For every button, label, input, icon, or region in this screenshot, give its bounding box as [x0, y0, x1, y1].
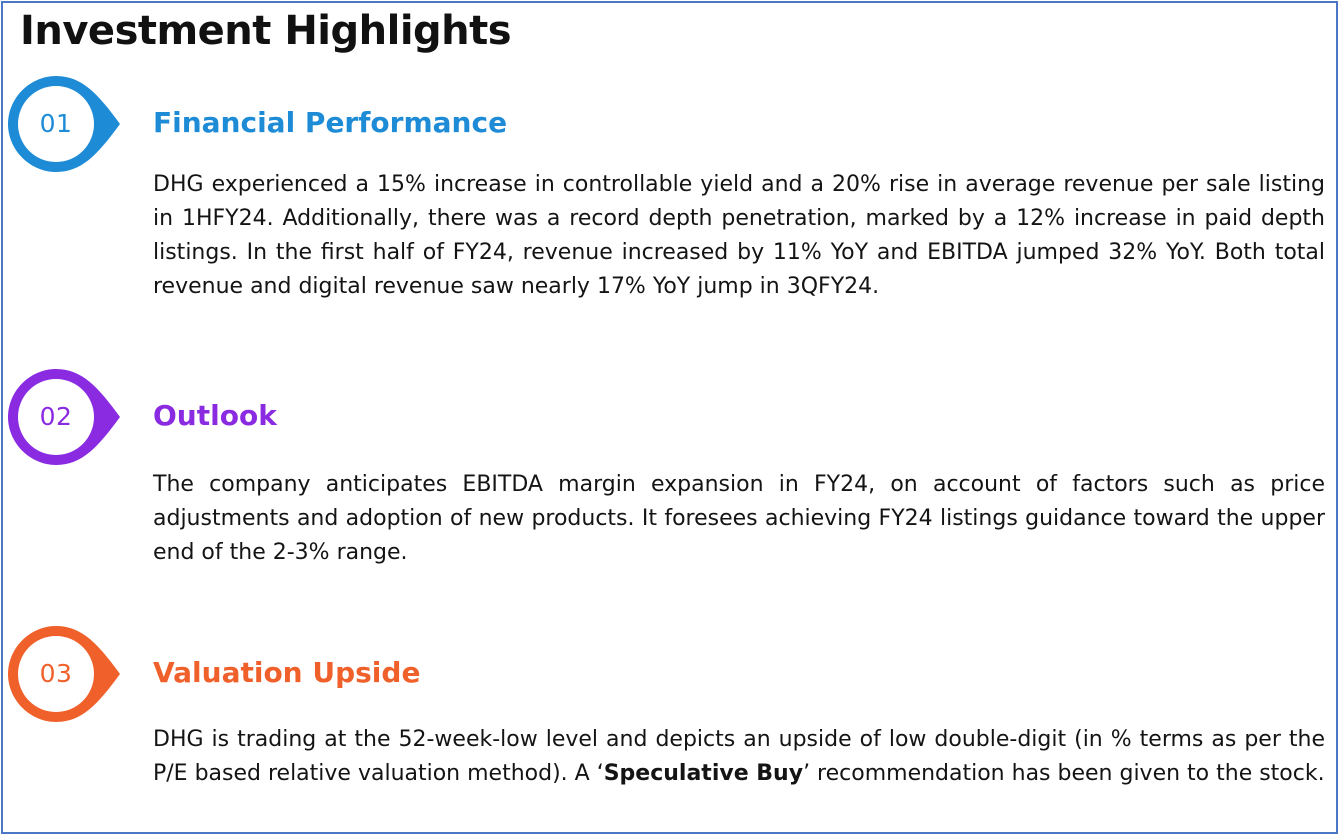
- rating-text: Speculative Buy: [603, 761, 804, 786]
- number-badge: 03: [6, 624, 130, 724]
- number-badge: 02: [6, 367, 130, 467]
- badge-number: 02: [39, 402, 73, 431]
- section-body: DHG experienced a 15% increase in contro…: [153, 172, 1325, 299]
- body-text: ’ recommendation has been given to the s…: [803, 761, 1325, 786]
- section-title: Valuation Upside: [153, 656, 421, 689]
- section-title: Financial Performance: [153, 106, 508, 139]
- badge-number: 03: [39, 659, 73, 688]
- section-title: Outlook: [153, 399, 277, 432]
- badge-pin-icon: [8, 626, 120, 722]
- badge-pin-icon: [8, 369, 120, 465]
- badge-pin-icon: [8, 76, 120, 172]
- number-badge: 01: [6, 74, 130, 174]
- body-text: DHG is trading at the 52-week-low level …: [153, 727, 1325, 786]
- badge-number: 01: [39, 109, 73, 138]
- page-title: Investment Highlights: [20, 8, 512, 54]
- section-body: The company anticipates EBITDA margin ex…: [153, 472, 1325, 565]
- section-body: DHG is trading at the 52-week-low level …: [153, 723, 1325, 791]
